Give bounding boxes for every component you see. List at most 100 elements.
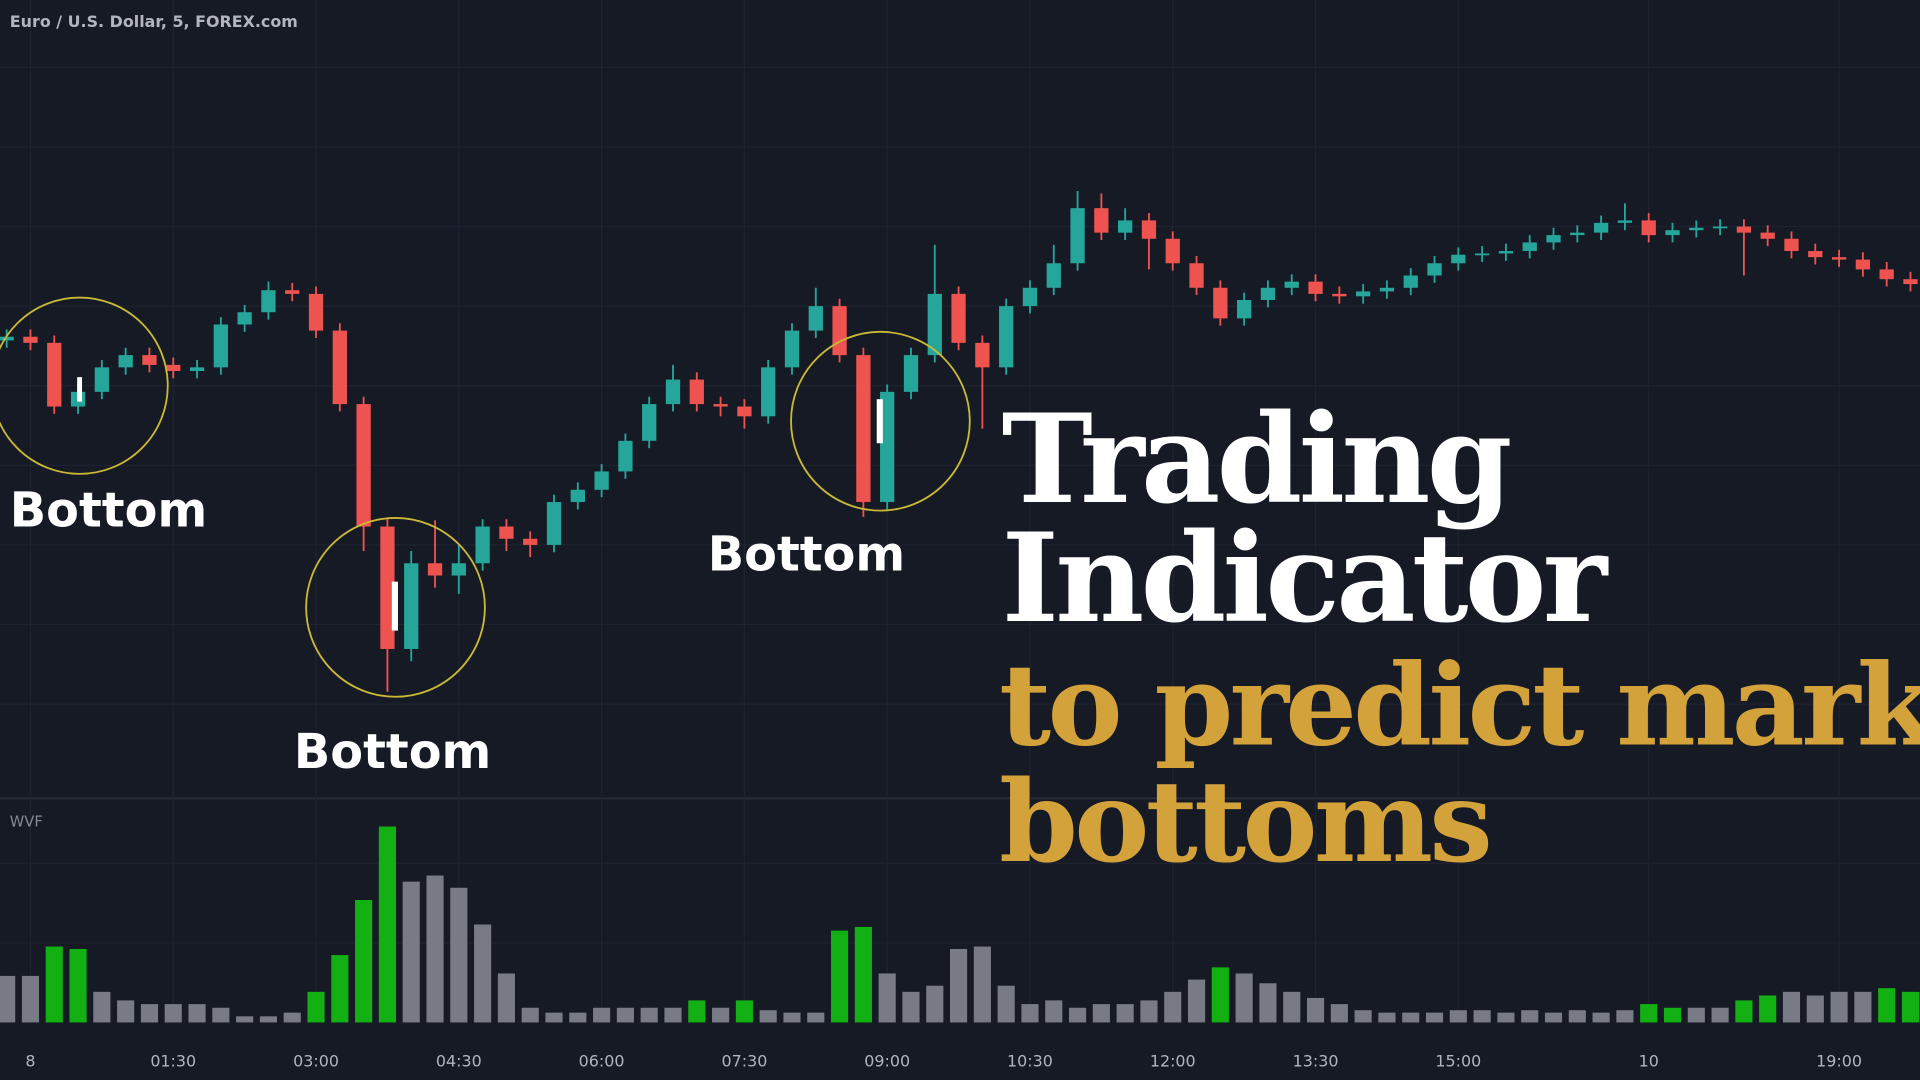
wvf-bar bbox=[1640, 1004, 1658, 1023]
wvf-bar bbox=[783, 1012, 801, 1023]
wvf-bar bbox=[1187, 979, 1206, 1023]
wvf-bar bbox=[331, 955, 349, 1023]
candle-body bbox=[118, 355, 133, 368]
candle-body bbox=[1022, 287, 1038, 307]
candle-body bbox=[1094, 208, 1109, 233]
indicator-title: WVF bbox=[10, 814, 43, 831]
x-tick-label: 15:00 bbox=[1435, 1052, 1481, 1071]
candle-body bbox=[1617, 220, 1633, 223]
wvf-bar bbox=[1164, 991, 1182, 1023]
candle-body bbox=[499, 526, 514, 539]
wvf-bar bbox=[569, 1012, 587, 1023]
wvf-bar bbox=[1354, 1010, 1372, 1023]
wvf-bar bbox=[688, 1000, 706, 1023]
x-tick-label: 10:30 bbox=[1007, 1052, 1053, 1071]
wvf-bar bbox=[831, 930, 849, 1023]
candle-body bbox=[856, 355, 871, 503]
x-tick-label: 07:30 bbox=[721, 1052, 767, 1071]
candle-body bbox=[642, 404, 657, 441]
candle-body bbox=[1379, 287, 1395, 292]
candle-body bbox=[1665, 230, 1680, 236]
wvf-bar bbox=[117, 1000, 135, 1023]
x-tick-label: 09:00 bbox=[864, 1052, 910, 1071]
wvf-bar bbox=[1402, 1012, 1420, 1023]
candle-body bbox=[1260, 287, 1276, 300]
candle-body bbox=[1070, 208, 1085, 264]
wvf-bar bbox=[93, 991, 111, 1023]
wvf-bar bbox=[426, 875, 444, 1023]
candle-body bbox=[1831, 257, 1847, 260]
candle-body bbox=[1284, 281, 1299, 288]
candle-body bbox=[356, 404, 371, 527]
wvf-bar bbox=[878, 973, 896, 1023]
wvf-bar bbox=[1759, 995, 1777, 1023]
candle-body bbox=[665, 379, 681, 405]
wvf-bar bbox=[0, 975, 16, 1023]
wvf-bar bbox=[1854, 991, 1872, 1023]
candle-body bbox=[927, 293, 942, 356]
annotation: Bottom bbox=[10, 484, 207, 539]
candle-body bbox=[380, 526, 395, 649]
wvf-bar bbox=[283, 1012, 301, 1023]
x-tick-label: 13:30 bbox=[1293, 1052, 1339, 1071]
wvf-bar bbox=[1806, 995, 1824, 1023]
wvf-bar bbox=[1425, 1012, 1444, 1023]
subheadline: to predict market bbox=[999, 638, 1920, 771]
candle-body bbox=[594, 471, 609, 490]
candle-body bbox=[618, 440, 633, 472]
wvf-bar bbox=[1568, 1010, 1586, 1023]
candle-body bbox=[1855, 259, 1871, 270]
candle-body bbox=[1308, 281, 1323, 294]
wvf-bar bbox=[1021, 1004, 1039, 1023]
wvf-bar bbox=[474, 924, 492, 1023]
candle-body bbox=[1141, 220, 1157, 239]
candle-body bbox=[1736, 226, 1752, 233]
marks bbox=[0, 191, 1920, 1023]
wvf-bar bbox=[807, 1012, 825, 1023]
wvf-bar bbox=[497, 973, 515, 1023]
candle-body bbox=[404, 563, 419, 649]
candle-body bbox=[903, 355, 919, 392]
wvf-bar bbox=[1330, 1004, 1348, 1023]
candle-body bbox=[1760, 232, 1775, 239]
x-tick-label: 03:00 bbox=[293, 1052, 339, 1071]
candle-body bbox=[189, 367, 205, 372]
wvf-bar bbox=[712, 1007, 730, 1023]
candle-body bbox=[523, 538, 538, 545]
candle-body bbox=[23, 336, 38, 343]
candle-body bbox=[0, 336, 14, 341]
wvf-bar bbox=[1116, 1004, 1134, 1023]
candle-body bbox=[1570, 232, 1585, 236]
candle-body bbox=[832, 306, 847, 356]
wvf-bar bbox=[1378, 1012, 1396, 1023]
candle-body bbox=[689, 379, 704, 405]
wvf-bar bbox=[616, 1007, 634, 1023]
wvf-bar bbox=[1782, 991, 1801, 1023]
wvf-bar bbox=[1473, 1010, 1491, 1023]
candle-body bbox=[1403, 275, 1418, 288]
wvf-bar bbox=[1544, 1012, 1563, 1023]
candle-body bbox=[999, 306, 1014, 368]
candle-body bbox=[1712, 226, 1728, 229]
wvf-bar bbox=[1663, 1007, 1682, 1023]
wvf-bar bbox=[593, 1007, 611, 1023]
candle-body bbox=[166, 364, 181, 372]
bottom-circles bbox=[0, 296, 971, 698]
wvf-bar bbox=[164, 1004, 182, 1023]
candle-body bbox=[1784, 238, 1799, 252]
wvf-bar bbox=[759, 1010, 777, 1023]
wvf-bar bbox=[1830, 991, 1848, 1023]
wvf-bar bbox=[1735, 1000, 1753, 1023]
wvf-bar bbox=[21, 975, 40, 1023]
candle-body bbox=[784, 330, 800, 368]
wvf-bar bbox=[450, 887, 468, 1023]
wvf-bar bbox=[1306, 997, 1325, 1023]
candle-body bbox=[1332, 293, 1347, 297]
candle-body bbox=[975, 342, 990, 368]
wvf-bar bbox=[1140, 1000, 1158, 1023]
wvf-bar bbox=[1045, 1000, 1063, 1023]
wvf-bar bbox=[950, 948, 968, 1023]
candle-body bbox=[1189, 263, 1204, 288]
wvf-bar bbox=[926, 985, 944, 1023]
